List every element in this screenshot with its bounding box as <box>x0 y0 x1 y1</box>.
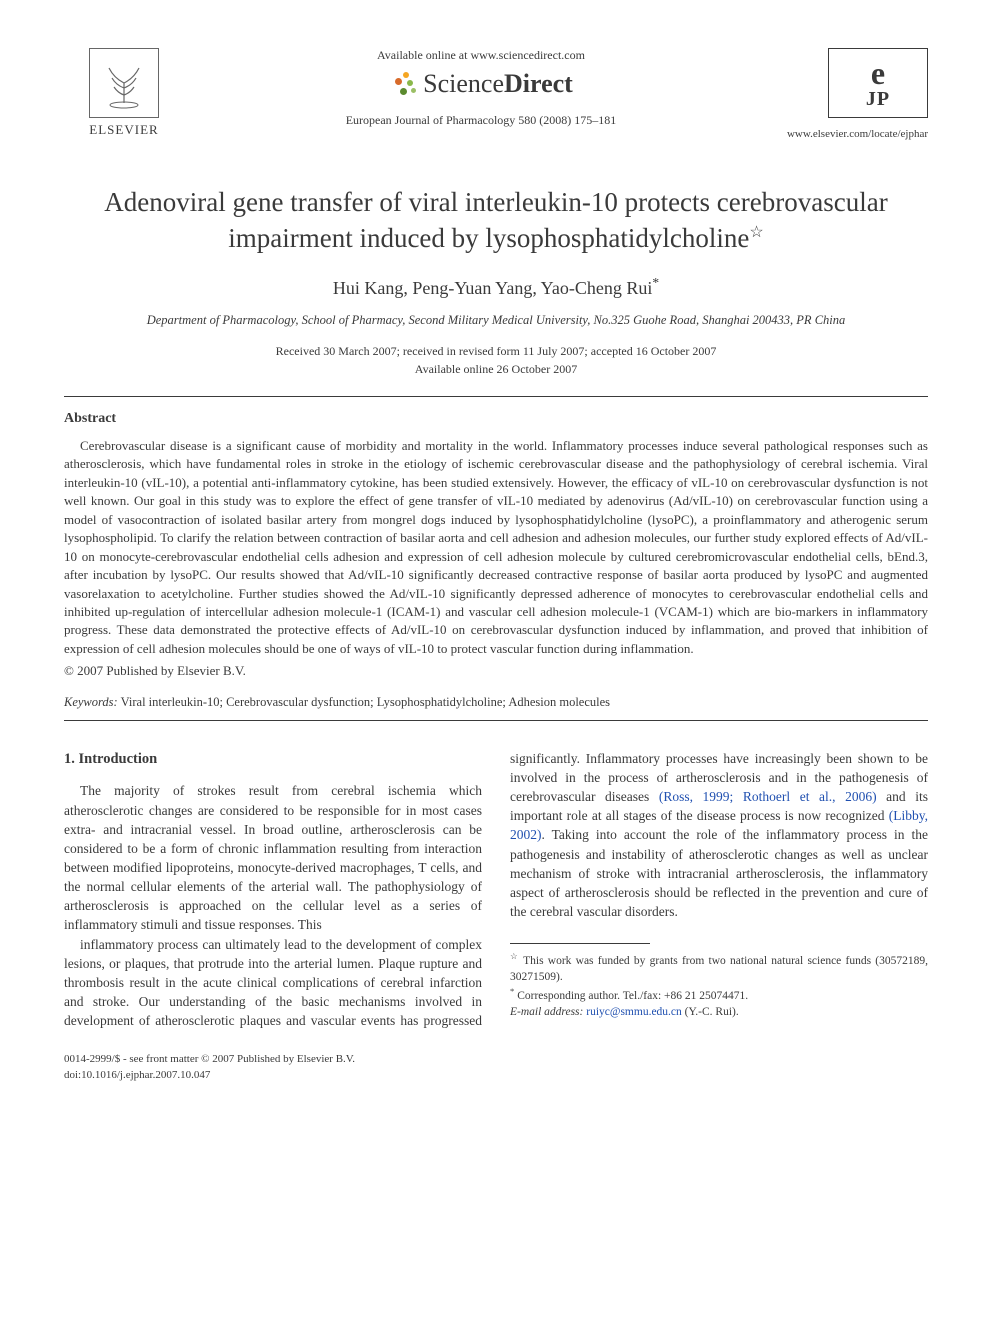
funding-text: This work was funded by grants from two … <box>510 955 928 983</box>
ejp-logo-block: e JP www.elsevier.com/locate/ejphar <box>778 48 928 140</box>
authors-text: Hui Kang, Peng-Yuan Yang, Yao-Cheng Rui <box>333 278 653 298</box>
body-columns: 1. Introduction The majority of strokes … <box>64 749 928 1031</box>
elsevier-logo-block: ELSEVIER <box>64 48 184 138</box>
article-dates: Received 30 March 2007; received in revi… <box>64 342 928 378</box>
email-label: E-mail address: <box>510 1006 583 1018</box>
sciencedirect-wordmark: ScienceDirect <box>423 69 573 99</box>
abstract-heading: Abstract <box>64 411 928 427</box>
corr-mark: * <box>510 986 514 996</box>
available-online-text: Available online at www.sciencedirect.co… <box>377 48 585 63</box>
footnote-email: E-mail address: ruiyc@smmu.edu.cn (Y.-C.… <box>510 1004 928 1020</box>
authors-line: Hui Kang, Peng-Yuan Yang, Yao-Cheng Rui* <box>64 275 928 299</box>
footnotes-block: ☆ This work was funded by grants from tw… <box>510 943 928 1020</box>
footnote-corresponding: * Corresponding author. Tel./fax: +86 21… <box>510 985 928 1004</box>
dates-received: Received 30 March 2007; received in revi… <box>64 342 928 360</box>
section-heading-1: 1. Introduction <box>64 749 482 770</box>
affiliation: Department of Pharmacology, School of Ph… <box>64 313 928 328</box>
citation-ross-rothoerl[interactable]: (Ross, 1999; Rothoerl et al., 2006) <box>659 789 877 804</box>
dates-online: Available online 26 October 2007 <box>64 360 928 378</box>
title-block: Adenoviral gene transfer of viral interl… <box>64 184 928 257</box>
ejp-logo-icon: e JP <box>828 48 928 118</box>
header-center: Available online at www.sciencedirect.co… <box>184 48 778 128</box>
keywords-line: Keywords: Viral interleukin-10; Cerebrov… <box>64 695 928 710</box>
footer-issn: 0014-2999/$ - see front matter © 2007 Pu… <box>64 1052 928 1067</box>
title-footnote-mark: ☆ <box>749 224 763 241</box>
ejp-url: www.elsevier.com/locate/ejphar <box>787 128 928 140</box>
intro-para-1: The majority of strokes result from cere… <box>64 781 482 934</box>
footer-doi: doi:10.1016/j.ejphar.2007.10.047 <box>64 1068 928 1083</box>
sciencedirect-logo: ScienceDirect <box>389 69 573 99</box>
journal-reference: European Journal of Pharmacology 580 (20… <box>346 113 617 128</box>
email-link[interactable]: ruiyc@smmu.edu.cn <box>586 1006 682 1018</box>
article-title: Adenoviral gene transfer of viral interl… <box>64 184 928 257</box>
funding-mark: ☆ <box>510 951 519 961</box>
keywords-label: Keywords: <box>64 695 118 709</box>
intro-2c: . Taking into account the role of the in… <box>510 827 928 919</box>
elsevier-tree-icon <box>89 48 159 118</box>
elsevier-label: ELSEVIER <box>89 122 158 138</box>
page-footer: 0014-2999/$ - see front matter © 2007 Pu… <box>64 1052 928 1083</box>
corr-text: Corresponding author. Tel./fax: +86 21 2… <box>517 990 748 1002</box>
title-text: Adenoviral gene transfer of viral interl… <box>104 187 887 253</box>
corresponding-mark: * <box>652 275 659 290</box>
sd-suffix: Direct <box>504 69 573 98</box>
abstract-body: Cerebrovascular disease is a significant… <box>64 437 928 681</box>
abstract-text: Cerebrovascular disease is a significant… <box>64 437 928 658</box>
rule-above-abstract <box>64 396 928 397</box>
abstract-copyright: © 2007 Published by Elsevier B.V. <box>64 662 928 680</box>
sd-prefix: Science <box>423 69 504 98</box>
keywords-text: Viral interleukin-10; Cerebrovascular dy… <box>121 695 610 709</box>
footnote-funding: ☆ This work was funded by grants from tw… <box>510 950 928 985</box>
page-header: ELSEVIER Available online at www.science… <box>64 48 928 140</box>
email-suffix: (Y.-C. Rui). <box>682 1006 739 1018</box>
footnote-rule <box>510 943 650 944</box>
sciencedirect-dots-icon <box>389 70 417 98</box>
rule-below-keywords <box>64 720 928 721</box>
